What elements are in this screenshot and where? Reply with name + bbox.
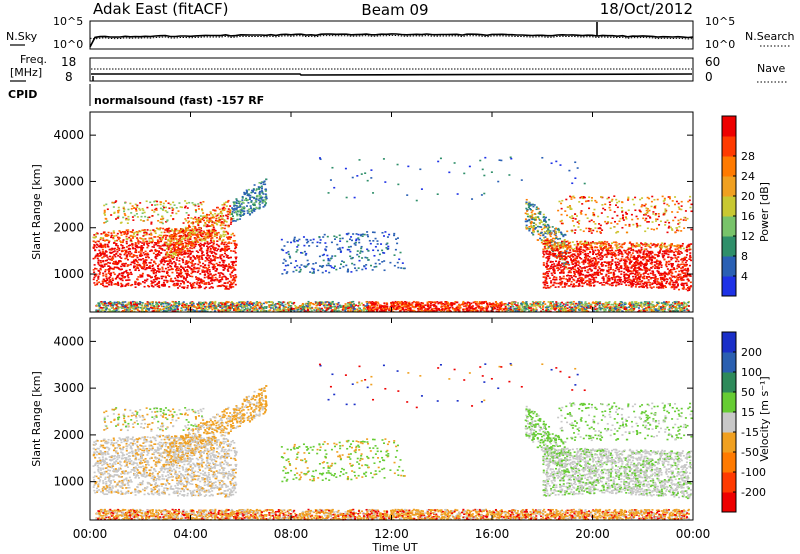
x-axis-label: Time UT: [371, 541, 417, 554]
y-tick-label: 2000: [53, 428, 84, 442]
noise-right-tick-top: 10^5: [705, 15, 735, 28]
power-scatter: [92, 156, 693, 313]
colorbar-swatch: [722, 116, 736, 137]
colorbar-tick-label: -15: [741, 426, 759, 439]
colorbar-swatch: [722, 256, 736, 277]
power-panel: 1000 2000 3000 4000 Slant Range [km] 4 8 12 16…: [30, 111, 771, 313]
velocity-ylabel: Slant Range [km]: [30, 371, 43, 467]
power-colorbar: 4 8 12 16 20 24 28: [721, 115, 755, 297]
colorbar-swatch: [722, 372, 736, 393]
freq-left-tick-top: 18: [61, 55, 76, 69]
colorbar-tick-label: 50: [741, 386, 755, 399]
cpid-label: CPID: [8, 88, 37, 101]
freq-trace: [91, 73, 693, 76]
x-tick-label: 00:00: [676, 527, 711, 541]
cpid-text: normalsound (fast) -157 RF: [94, 94, 264, 107]
velocity-panel: 1000 2000 3000 4000 Slant Range [km] -200 -1…: [30, 317, 771, 521]
freq-label-line1: Freq.: [20, 53, 47, 66]
power-ylabel: Slant Range [km]: [30, 164, 43, 260]
noise-sky-label: N.Sky: [6, 30, 38, 43]
colorbar-swatch: [722, 156, 736, 177]
y-tick-label: 4000: [53, 128, 84, 142]
velocity-panel-frame: [89, 317, 694, 521]
colorbar-swatch: [722, 196, 736, 217]
freq-label-line2: [MHz]: [10, 66, 42, 79]
y-tick-label: 2000: [53, 221, 84, 235]
colorbar-tick-label: 8: [741, 250, 748, 263]
y-tick-label: 4000: [53, 334, 84, 348]
x-tick-label: 00:00: [73, 527, 108, 541]
colorbar-swatch: [722, 492, 736, 513]
noise-search-label: N.Search: [745, 30, 795, 43]
freq-panel-frame: [89, 57, 694, 82]
colorbar-swatch: [722, 392, 736, 413]
nave-label: Nave: [757, 62, 785, 75]
x-tick-label: 12:00: [374, 527, 409, 541]
noise-search-trace: [89, 34, 694, 40]
colorbar-swatch: [722, 176, 736, 197]
x-tick-label: 08:00: [274, 527, 309, 541]
colorbar-tick-label: 4: [741, 270, 748, 283]
colorbar-tick-label: -100: [741, 466, 766, 479]
y-tick-label: 3000: [53, 381, 84, 395]
colorbar-tick-label: 15: [741, 406, 755, 419]
colorbar-tick-label: 200: [741, 346, 762, 359]
noise-left-tick-top: 10^5: [53, 15, 83, 28]
x-axis: 00:00 04:00 08:00 12:00 16:00 20:00 00:00: [73, 112, 711, 541]
x-tick-label: 04:00: [173, 527, 208, 541]
y-tick-label: 1000: [53, 475, 84, 489]
velocity-colorbar-label: Velocity [m s⁻¹]: [758, 376, 771, 461]
velocity-colorbar: -200 -100 -50 -15 15 50 100 200: [721, 331, 766, 513]
power-y-ticks: 1000 2000 3000 4000: [53, 128, 693, 281]
noise-panel: N.Sky 10^5 10^0 10^5 10^0 N.Search: [6, 15, 795, 51]
colorbar-swatch: [722, 332, 736, 353]
colorbar-swatch: [722, 352, 736, 373]
freq-panel: Freq. [MHz] 18 8 60 0 Nave: [10, 53, 788, 84]
noise-panel-frame: [89, 20, 694, 50]
colorbar-tick-label: -200: [741, 486, 766, 499]
y-tick-label: 3000: [53, 174, 84, 188]
colorbar-tick-label: 100: [741, 366, 762, 379]
colorbar-swatch: [722, 136, 736, 157]
colorbar-tick-label: -50: [741, 446, 759, 459]
colorbar-tick-label: 20: [741, 190, 755, 203]
date-label: 18/Oct/2012: [600, 0, 693, 18]
colorbar-swatch: [722, 216, 736, 237]
colorbar-swatch: [722, 452, 736, 473]
colorbar-tick-label: 28: [741, 150, 755, 163]
colorbar-tick-label: 12: [741, 230, 755, 243]
colorbar-tick-label: 24: [741, 170, 755, 183]
colorbar-swatch: [722, 236, 736, 257]
velocity-scatter: [92, 362, 693, 521]
noise-right-tick-bottom: 10^0: [705, 38, 735, 51]
y-tick-label: 1000: [53, 267, 84, 281]
colorbar-swatch: [722, 276, 736, 297]
noise-left-tick-bottom: 10^0: [53, 38, 83, 51]
power-panel-frame: [89, 111, 694, 313]
colorbar-swatch: [722, 412, 736, 433]
beam-label: Beam 09: [361, 1, 428, 19]
colorbar-swatch: [722, 432, 736, 453]
noise-sky-trace: [89, 33, 694, 48]
velocity-y-ticks: 1000 2000 3000 4000: [53, 334, 693, 489]
colorbar-swatch: [722, 472, 736, 493]
x-tick-label: 16:00: [475, 527, 510, 541]
colorbar-tick-label: 16: [741, 210, 755, 223]
station-title: Adak East (fitACF): [93, 0, 228, 18]
power-colorbar-label: Power [dB]: [758, 182, 771, 242]
freq-left-tick-bottom: 8: [65, 70, 73, 84]
x-tick-label: 20:00: [575, 527, 610, 541]
nave-right-tick-bottom: 0: [705, 70, 713, 84]
nave-right-tick-top: 60: [705, 55, 720, 69]
